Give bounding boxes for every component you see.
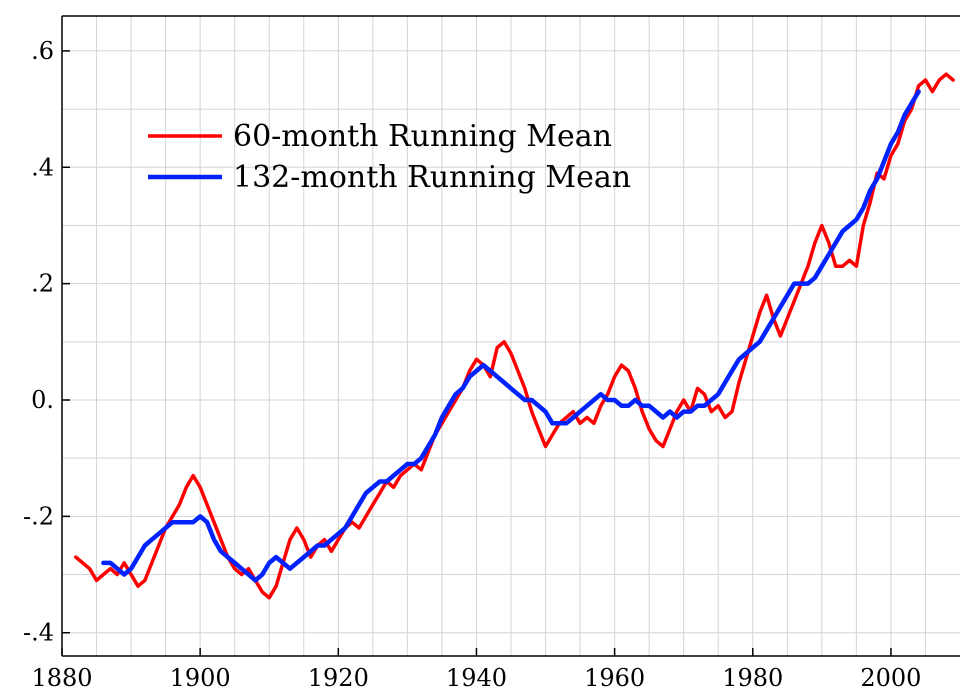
legend: 60-month Running Mean 132-month Running M… xyxy=(148,119,631,195)
x-tick-label: 1900 xyxy=(170,664,231,690)
series-line-132-month xyxy=(101,89,921,583)
series-line-60-month xyxy=(74,72,955,600)
y-tick-label: -.4 xyxy=(23,619,54,647)
series-group xyxy=(74,72,955,600)
x-tick-label: 2000 xyxy=(860,664,921,690)
x-tick-label: 1880 xyxy=(31,664,92,690)
y-tick-label: -.2 xyxy=(23,502,54,530)
legend-label: 132-month Running Mean xyxy=(233,160,631,195)
grid xyxy=(62,16,960,656)
x-tick-label: 1960 xyxy=(584,664,645,690)
x-axis-ticks: 1880 1900 1920 1940 1960 1980 2000 xyxy=(31,648,921,690)
legend-label: 60-month Running Mean xyxy=(233,119,612,154)
x-tick-label: 1920 xyxy=(308,664,369,690)
y-tick-label: .2 xyxy=(31,270,54,298)
y-axis-ticks: -.4 -.2 0. .2 .4 .6 xyxy=(23,37,70,647)
y-tick-label: 0. xyxy=(31,386,54,414)
y-tick-label: .4 xyxy=(31,153,54,181)
y-tick-label: .6 xyxy=(31,37,54,65)
plot-frame xyxy=(61,15,960,657)
x-tick-label: 1980 xyxy=(722,664,783,690)
x-tick-label: 1940 xyxy=(446,664,507,690)
